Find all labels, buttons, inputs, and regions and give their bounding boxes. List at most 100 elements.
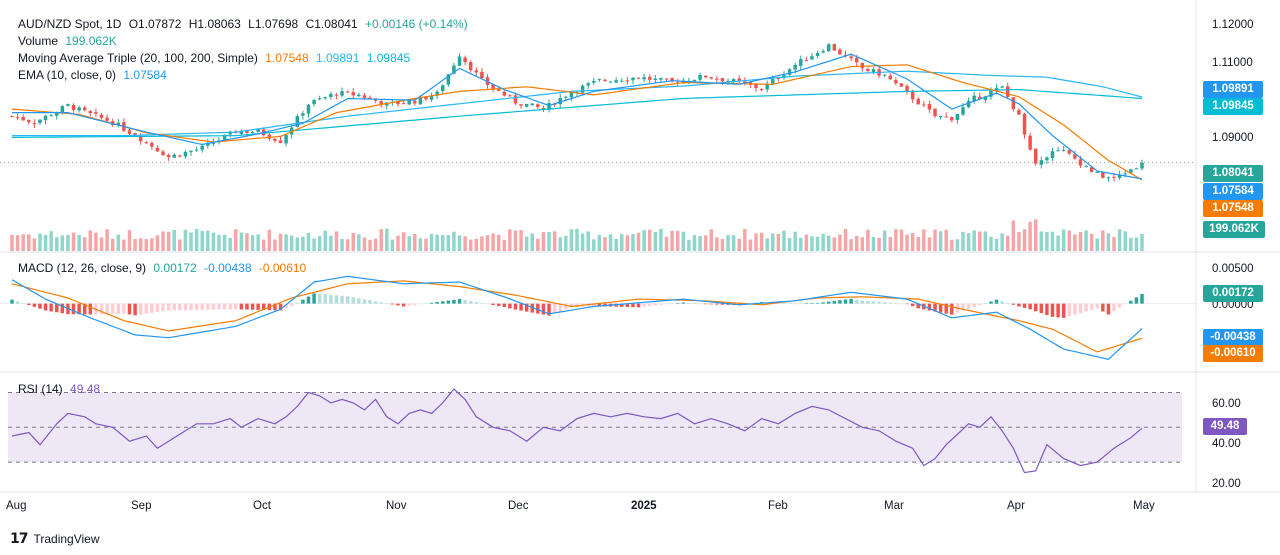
candle-body: [491, 84, 495, 89]
volume-bar: [888, 236, 893, 251]
candle-body: [317, 98, 322, 100]
macd-histogram-bar: [245, 303, 249, 310]
rsi-axis-label: 60.00: [1212, 398, 1241, 410]
candle: [709, 77, 713, 80]
volume-bar: [183, 229, 188, 251]
macd-histogram-bar: [150, 303, 154, 313]
candle-body: [832, 44, 837, 51]
volume-bar: [1089, 233, 1094, 251]
macd-histogram-bar: [983, 303, 988, 304]
candle: [1039, 156, 1044, 169]
macd-histogram-bar: [726, 303, 730, 305]
macd-histogram-bar: [687, 302, 691, 304]
candle-body: [1061, 149, 1066, 151]
macd-histogram-bar: [524, 303, 529, 312]
candle-body: [614, 80, 618, 83]
time-axis-label: May: [1133, 500, 1155, 512]
volume-bar: [631, 233, 635, 251]
candle-body: [513, 95, 518, 104]
volume-bar: [1084, 230, 1088, 251]
volume-bar: [541, 232, 546, 251]
macd-histogram-bar: [849, 298, 853, 304]
macd-histogram-bar: [234, 303, 238, 310]
volume-bar: [592, 239, 596, 251]
macd-histogram-bar: [978, 303, 982, 306]
candle-body: [899, 83, 904, 87]
candle: [468, 60, 473, 73]
macd-histogram-bar: [194, 303, 199, 310]
candle: [15, 113, 20, 121]
candle-body: [1017, 109, 1021, 115]
macd-pill: -0.00438: [1203, 329, 1263, 346]
candle-body: [759, 88, 764, 91]
volume-legend[interactable]: Volume 199.062K: [18, 33, 121, 49]
volume-bar: [950, 239, 954, 251]
volume-bar: [116, 234, 121, 251]
candle-body: [183, 151, 188, 157]
macd-histogram-bar: [681, 302, 686, 304]
candle: [950, 116, 954, 123]
candle: [826, 43, 831, 53]
tradingview-brand[interactable]: 𝟭𝟳 TradingView: [10, 530, 100, 547]
macd-histogram-bar: [799, 303, 803, 305]
candle-body: [787, 69, 792, 75]
volume-bar: [452, 231, 456, 251]
macd-histogram-bar: [826, 301, 831, 304]
macd-histogram-bar: [1033, 303, 1038, 312]
price-axis-label: 1.12000: [1212, 19, 1254, 31]
ma-legend[interactable]: Moving Average Triple (20, 100, 200, Sim…: [18, 50, 414, 66]
candle: [66, 103, 70, 107]
volume-bar: [569, 229, 574, 251]
macd-histogram-bar: [547, 303, 551, 316]
macd-histogram-bar: [636, 303, 641, 308]
macd-histogram-bar: [1084, 303, 1088, 312]
macd-histogram-bar: [815, 303, 820, 304]
macd-histogram-bar: [720, 303, 725, 305]
macd-legend[interactable]: MACD (12, 26, close, 9) 0.00172 -0.00438…: [18, 260, 310, 276]
ma20-value: 1.07548: [265, 51, 309, 65]
candle-body: [301, 113, 305, 116]
candle: [463, 55, 467, 66]
volume-bar: [765, 238, 769, 251]
ema-legend[interactable]: EMA (10, close, 0) 1.07584: [18, 67, 171, 83]
candle-body: [586, 83, 590, 86]
volume-bar: [273, 239, 277, 251]
macd-histogram-bar: [564, 303, 568, 310]
macd-histogram-bar: [1089, 303, 1094, 311]
candle-body: [882, 74, 887, 76]
candle: [659, 77, 663, 83]
volume-bar: [647, 229, 652, 251]
candle: [832, 43, 837, 51]
candle-body: [127, 130, 132, 134]
macd-histogram-bar: [877, 301, 881, 304]
price-change: +0.00146 (+0.14%): [364, 17, 468, 31]
macd-histogram-bar: [1011, 303, 1016, 305]
candle-body: [10, 116, 14, 118]
macd-histogram-bar: [1123, 303, 1127, 305]
macd-histogram-bar: [133, 303, 137, 316]
volume-bar: [144, 239, 148, 251]
volume-bar: [457, 235, 462, 251]
volume-bar: [267, 229, 272, 251]
candle-body: [94, 112, 98, 114]
candle-body: [698, 74, 702, 80]
candle-body: [418, 96, 423, 105]
macd-histogram-bar: [468, 301, 473, 304]
ohlc-low: L1.07698: [248, 17, 299, 31]
macd-histogram-bar: [88, 303, 93, 315]
rsi-legend[interactable]: RSI (14) 49.48: [18, 381, 104, 397]
macd-histogram-bar: [899, 303, 904, 305]
candle-body: [944, 116, 948, 118]
candle-body: [731, 79, 736, 82]
volume-value: 199.062K: [65, 34, 117, 48]
volume-bar: [826, 235, 831, 251]
volume-bar: [1101, 230, 1105, 251]
volume-bar: [916, 236, 920, 251]
macd-histogram-bar: [457, 299, 462, 304]
volume-bar: [810, 236, 814, 251]
volume-bar: [703, 235, 708, 251]
candle: [620, 78, 624, 83]
candle-body: [1011, 97, 1016, 110]
symbol-title[interactable]: AUD/NZD Spot, 1D: [18, 17, 122, 31]
candle-body: [452, 65, 456, 74]
